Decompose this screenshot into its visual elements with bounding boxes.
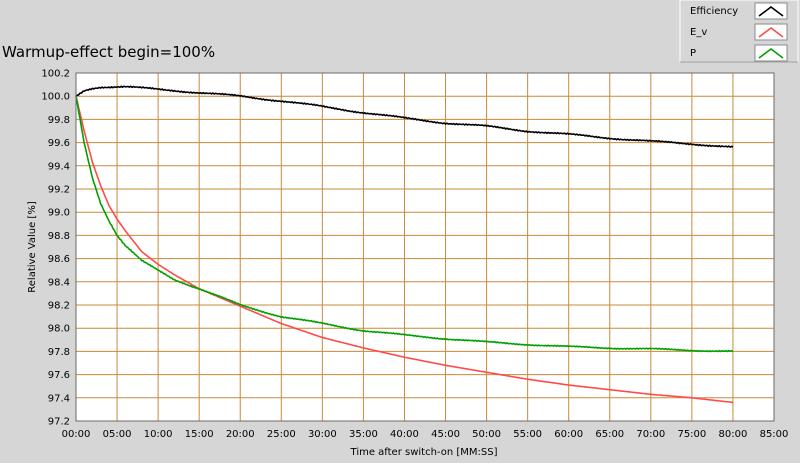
legend-label: E_v: [690, 27, 707, 38]
x-tick-label: 10:00: [144, 429, 173, 440]
y-tick-labels: 100.2 100.0 99.8 99.6 99.4 99.2 99.0 98.8 98.6 98…: [41, 69, 70, 428]
chart-title: Warmup-effect begin=100%: [2, 43, 215, 61]
y-tick-label: 99.2: [48, 185, 70, 196]
x-tick-label: 50:00: [472, 429, 501, 440]
series-line-e-v: [75, 96, 733, 404]
y-tick-label: 97.6: [48, 370, 70, 381]
grid: [75, 72, 775, 422]
x-tick-label: 70:00: [636, 429, 665, 440]
y-tick-label: 100.2: [41, 69, 70, 80]
y-tick-label: 98.8: [48, 231, 70, 242]
y-tick-label: 97.8: [48, 347, 70, 358]
x-axis-label: Time after switch-on [MM:SS]: [350, 447, 498, 458]
legend-items: Efficiency E_v P: [690, 2, 788, 62]
x-tick-label: 40:00: [390, 429, 419, 440]
y-tick-label: 98.0: [48, 324, 70, 335]
series-line-p: [75, 96, 734, 353]
y-axis-label: Relative Value [%]: [27, 201, 38, 293]
y-tick-label: 99.0: [48, 208, 70, 219]
y-tick-label: 98.6: [48, 254, 70, 265]
plot-area: [76, 73, 774, 421]
legend-label: P: [690, 48, 696, 59]
x-tick-labels: 00:00 05:00 10:00 15:00 20:00 25:00 30:00 35:00…: [62, 429, 789, 440]
series-line-efficiency: [75, 85, 734, 148]
legend-label: Efficiency: [690, 6, 738, 17]
legend-swatch-box: [754, 44, 788, 62]
x-tick-label: 80:00: [719, 429, 748, 440]
y-tick-label: 97.4: [48, 393, 70, 404]
y-tick-label: 99.6: [48, 138, 70, 149]
y-tick-label: 97.2: [48, 417, 70, 428]
legend: Efficiency E_v P: [679, 0, 799, 63]
x-tick-label: 55:00: [513, 429, 542, 440]
y-tick-label: 98.2: [48, 301, 70, 312]
y-tick-label: 100.0: [41, 92, 70, 103]
legend-swatch-line: [758, 6, 784, 17]
legend-swatch-line: [758, 48, 784, 59]
x-tick-label: 85:00: [760, 429, 789, 440]
x-tick-label: 30:00: [308, 429, 337, 440]
x-tick-label: 25:00: [267, 429, 296, 440]
x-tick-label: 15:00: [185, 429, 214, 440]
legend-swatch-box: [754, 2, 788, 20]
x-tick-label: 35:00: [349, 429, 378, 440]
y-tick-label: 98.4: [48, 277, 70, 288]
y-tick-label: 99.4: [48, 161, 70, 172]
plot-border: [75, 72, 775, 422]
legend-swatch-box: [754, 23, 788, 41]
x-tick-label: 65:00: [595, 429, 624, 440]
x-tick-label: 45:00: [431, 429, 460, 440]
x-tick-label: 05:00: [103, 429, 132, 440]
x-tick-label: 20:00: [226, 429, 255, 440]
series-group: [75, 85, 734, 404]
y-tick-label: 99.8: [48, 115, 70, 126]
x-tick-label: 00:00: [62, 429, 91, 440]
x-tick-label: 60:00: [554, 429, 583, 440]
x-tick-label: 75:00: [677, 429, 706, 440]
legend-swatch-line: [758, 27, 784, 38]
